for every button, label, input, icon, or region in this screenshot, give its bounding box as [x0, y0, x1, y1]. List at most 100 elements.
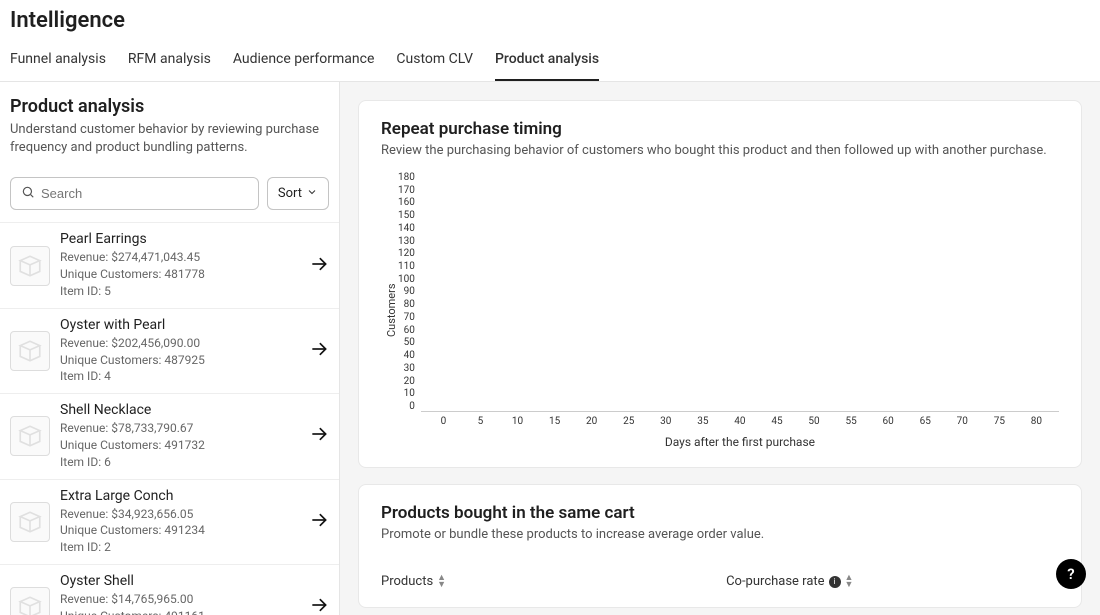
xtick: 50 [796, 416, 833, 427]
product-customers: Unique Customers: 491732 [60, 437, 299, 454]
product-itemid: Item ID: 4 [60, 368, 299, 385]
product-customers: Unique Customers: 487925 [60, 352, 299, 369]
product-thumbnail [10, 502, 50, 542]
product-list: Pearl EarringsRevenue: $274,471,043.45Un… [0, 222, 339, 615]
arrow-right-icon [309, 424, 329, 448]
bar-chart: Customers 180170160150140130120110100908… [381, 172, 1059, 449]
product-item[interactable]: Extra Large ConchRevenue: $34,923,656.05… [0, 479, 339, 564]
product-customers: Unique Customers: 491234 [60, 522, 299, 539]
xtick: 10 [499, 416, 536, 427]
product-revenue: Revenue: $202,456,090.00 [60, 335, 299, 352]
tab-audience-performance[interactable]: Audience performance [233, 43, 375, 81]
ytick: 0 [409, 401, 415, 412]
product-itemid: Item ID: 5 [60, 283, 299, 300]
product-itemid: Item ID: 6 [60, 454, 299, 471]
product-item[interactable]: Pearl Earrings Revenue: $274,471,043.45Un… [0, 222, 339, 307]
card-title: Repeat purchase timing [381, 119, 1059, 139]
xtick: 30 [647, 416, 684, 427]
search-icon [21, 184, 35, 203]
chart-ylabel: Customers [381, 172, 398, 449]
search-input[interactable] [41, 186, 248, 201]
sidebar: Product analysis Understand customer beh… [0, 82, 340, 615]
chart-xlabel: Days after the first purchase [421, 435, 1059, 449]
xtick: 80 [1018, 416, 1055, 427]
product-itemid: Item ID: 2 [60, 539, 299, 556]
product-item[interactable]: Oyster Shell Revenue: $14,765,965.00Uniqu… [0, 564, 339, 615]
xtick: 55 [833, 416, 870, 427]
product-thumbnail [10, 416, 50, 456]
product-revenue: Revenue: $274,471,043.45 [60, 249, 299, 266]
column-label: Co-purchase rate [726, 574, 824, 589]
product-customers: Unique Customers: 491161 [60, 608, 299, 615]
column-label: Products [381, 574, 433, 589]
sort-icon: ▲▼ [437, 575, 446, 588]
ytick: 20 [404, 376, 415, 387]
xtick: 0 [425, 416, 462, 427]
ytick: 150 [398, 210, 415, 221]
product-customers: Unique Customers: 481778 [60, 266, 299, 283]
tabs-bar: Funnel analysis RFM analysis Audience perf… [0, 43, 1100, 82]
column-header-products[interactable]: Products ▲▼ [381, 574, 446, 589]
ytick: 130 [398, 236, 415, 247]
help-button[interactable]: ? [1056, 559, 1086, 589]
ytick: 70 [404, 312, 415, 323]
xtick: 5 [462, 416, 499, 427]
column-header-copurchase[interactable]: Co-purchase rate i ▲▼ [726, 574, 853, 589]
sort-icon: ▲▼ [845, 575, 854, 588]
ytick: 50 [404, 337, 415, 348]
page-title: Intelligence [0, 0, 1100, 43]
ytick: 100 [398, 274, 415, 285]
xtick: 15 [536, 416, 573, 427]
ytick: 170 [398, 185, 415, 196]
ytick: 160 [398, 197, 415, 208]
xtick: 70 [944, 416, 981, 427]
product-thumbnail [10, 331, 50, 371]
xtick: 75 [981, 416, 1018, 427]
chart-xaxis: 05101520253035404550556065707580 [421, 412, 1059, 427]
ytick: 90 [404, 286, 415, 297]
product-item[interactable]: Shell Necklace Revenue: $78,733,790.67Uni… [0, 393, 339, 478]
sort-button[interactable]: Sort [267, 177, 329, 210]
ytick: 10 [404, 388, 415, 399]
product-name: Shell Necklace [60, 402, 299, 418]
tab-funnel-analysis[interactable]: Funnel analysis [10, 43, 106, 81]
repeat-purchase-card: Repeat purchase timing Review the purcha… [358, 100, 1082, 468]
info-icon[interactable]: i [829, 576, 841, 588]
product-thumbnail [10, 246, 50, 286]
chart-bars [421, 172, 1059, 412]
product-name: Pearl Earrings [60, 231, 299, 247]
search-box[interactable] [10, 177, 259, 210]
sidebar-description: Understand customer behavior by reviewin… [10, 121, 329, 157]
ytick: 110 [398, 261, 415, 272]
card-description: Review the purchasing behavior of custom… [381, 143, 1059, 158]
xtick: 40 [721, 416, 758, 427]
product-name: Oyster Shell [60, 573, 299, 589]
tab-product-analysis[interactable]: Product analysis [495, 43, 599, 81]
card-description: Promote or bundle these products to incr… [381, 527, 1059, 542]
tab-rfm-analysis[interactable]: RFM analysis [128, 43, 211, 81]
product-revenue: Revenue: $78,733,790.67 [60, 420, 299, 437]
ytick: 180 [398, 172, 415, 183]
tab-custom-clv[interactable]: Custom CLV [396, 43, 473, 81]
ytick: 80 [404, 299, 415, 310]
product-thumbnail [10, 587, 50, 615]
arrow-right-icon [309, 510, 329, 534]
arrow-right-icon [309, 339, 329, 363]
xtick: 45 [758, 416, 795, 427]
copurchase-card: Products bought in the same cart Promote… [358, 484, 1082, 608]
ytick: 40 [404, 350, 415, 361]
card-title: Products bought in the same cart [381, 503, 1059, 523]
chevron-down-icon [306, 186, 318, 202]
xtick: 65 [907, 416, 944, 427]
xtick: 20 [573, 416, 610, 427]
product-revenue: Revenue: $34,923,656.05 [60, 506, 299, 523]
ytick: 60 [404, 325, 415, 336]
ytick: 30 [404, 363, 415, 374]
chart-yaxis: 1801701601501401301201101009080706050403… [398, 172, 421, 412]
xtick: 35 [684, 416, 721, 427]
sidebar-title: Product analysis [10, 96, 329, 117]
product-item[interactable]: Oyster with Pearl Revenue: $202,456,090.0… [0, 308, 339, 393]
ytick: 120 [398, 248, 415, 259]
product-name: Oyster with Pearl [60, 317, 299, 333]
product-revenue: Revenue: $14,765,965.00 [60, 591, 299, 608]
